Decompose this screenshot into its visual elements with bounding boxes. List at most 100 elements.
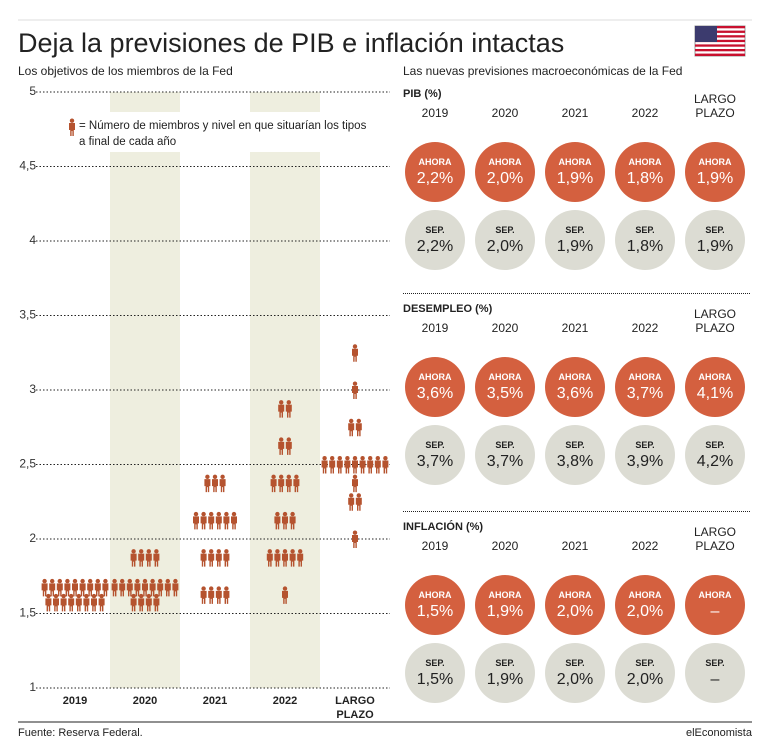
now-circle: AHORA 1,8% xyxy=(615,142,675,202)
member-head xyxy=(69,118,75,123)
prev-circle: SEP. 2,0% xyxy=(475,210,535,270)
dot-level xyxy=(278,437,292,455)
member-head xyxy=(224,586,229,591)
now-label: AHORA xyxy=(558,156,592,167)
dot-level xyxy=(352,344,358,362)
year-label: 2022 xyxy=(631,106,659,120)
now-label: AHORA xyxy=(628,589,662,600)
now-circle: AHORA 2,0% xyxy=(545,575,605,635)
member-head xyxy=(46,593,51,599)
member-head xyxy=(349,418,354,424)
dot-level xyxy=(266,549,304,567)
member-head xyxy=(69,593,74,599)
prev-label: SEP. xyxy=(495,439,515,450)
member-head xyxy=(139,549,144,554)
x-tick-label: 2021 xyxy=(202,695,228,707)
dot-level xyxy=(111,578,179,612)
member-head xyxy=(120,578,125,584)
member-figure xyxy=(204,479,211,493)
member-head xyxy=(220,474,225,480)
now-circle: AHORA 1,9% xyxy=(685,142,745,202)
prev-circle: SEP. 1,5% xyxy=(405,643,465,703)
member-figure xyxy=(231,516,237,530)
member-head xyxy=(131,549,136,554)
now-label: AHORA xyxy=(558,589,592,600)
year-label: 2019 xyxy=(421,539,449,553)
prev-label: SEP. xyxy=(425,439,445,450)
member-figure xyxy=(344,460,351,474)
prev-circle: SEP. 1,8% xyxy=(615,210,675,270)
member-figure xyxy=(348,423,355,437)
member-head xyxy=(112,578,117,584)
member-head xyxy=(267,549,272,554)
now-label: AHORA xyxy=(488,156,522,167)
member-head xyxy=(286,437,291,442)
member-head xyxy=(330,456,335,461)
year-label: 2020 xyxy=(491,106,519,120)
member-figure xyxy=(215,553,222,567)
prev-circle: SEP. – xyxy=(685,643,745,703)
member-head xyxy=(42,578,47,584)
member-figure xyxy=(270,479,277,493)
member-figure xyxy=(223,516,230,530)
now-circle: AHORA 3,7% xyxy=(615,357,675,417)
now-label: AHORA xyxy=(698,371,732,382)
now-value: 1,9% xyxy=(486,602,524,620)
member-figure xyxy=(68,598,75,612)
member-head xyxy=(352,474,358,480)
prev-value: 2,0% xyxy=(556,670,594,688)
now-label: AHORA xyxy=(418,589,452,600)
now-value: 3,7% xyxy=(626,384,664,402)
now-value: 4,1% xyxy=(696,384,734,402)
member-head xyxy=(275,549,280,554)
now-label: AHORA xyxy=(698,589,732,600)
dot-level xyxy=(352,381,358,399)
member-head xyxy=(50,578,55,584)
member-head xyxy=(99,593,104,599)
member-head xyxy=(201,511,206,517)
member-figure xyxy=(367,460,374,474)
brand: elEconomista xyxy=(685,727,752,739)
member-figure xyxy=(215,516,222,530)
member-figure xyxy=(153,553,160,567)
member-head xyxy=(173,578,178,584)
now-circle: AHORA 1,9% xyxy=(545,142,605,202)
prev-circle: SEP. 1,9% xyxy=(685,210,745,270)
prev-value: 2,2% xyxy=(416,237,454,255)
prev-value: 1,5% xyxy=(416,670,454,688)
legend-icon xyxy=(69,118,75,136)
prev-value: – xyxy=(710,670,720,688)
prev-value: 4,2% xyxy=(696,452,734,470)
title: Deja la previsiones de PIB e inflación i… xyxy=(18,28,565,58)
prev-label: SEP. xyxy=(565,224,585,235)
prev-value: 1,8% xyxy=(626,237,664,255)
prev-label: SEP. xyxy=(705,224,725,235)
member-head xyxy=(131,593,136,599)
panel-title: PIB (%) xyxy=(403,88,442,100)
member-figure xyxy=(111,583,118,597)
y-tick-label: 5 xyxy=(29,84,36,98)
member-head xyxy=(61,593,66,599)
member-head xyxy=(356,493,361,498)
dot-level xyxy=(278,400,292,418)
now-value: 3,6% xyxy=(556,384,594,402)
now-circle: AHORA – xyxy=(685,575,745,635)
member-head xyxy=(158,578,163,584)
member-figure xyxy=(72,583,78,597)
prev-value: 3,7% xyxy=(416,452,454,470)
y-tick-label: 4,5 xyxy=(19,159,36,173)
panel-title: INFLACIÓN (%) xyxy=(403,521,484,533)
prev-label: SEP. xyxy=(565,439,585,450)
y-tick-label: 4 xyxy=(29,233,36,247)
prev-circle: SEP. 1,9% xyxy=(545,210,605,270)
member-figure xyxy=(153,598,160,612)
member-figure xyxy=(83,598,90,612)
member-figure xyxy=(49,583,56,597)
member-figure xyxy=(130,553,137,567)
flag xyxy=(694,25,746,57)
prev-value: 3,8% xyxy=(556,452,594,470)
dot-level xyxy=(200,586,230,604)
member-head xyxy=(275,511,280,517)
now-circle: AHORA 4,1% xyxy=(685,357,745,417)
